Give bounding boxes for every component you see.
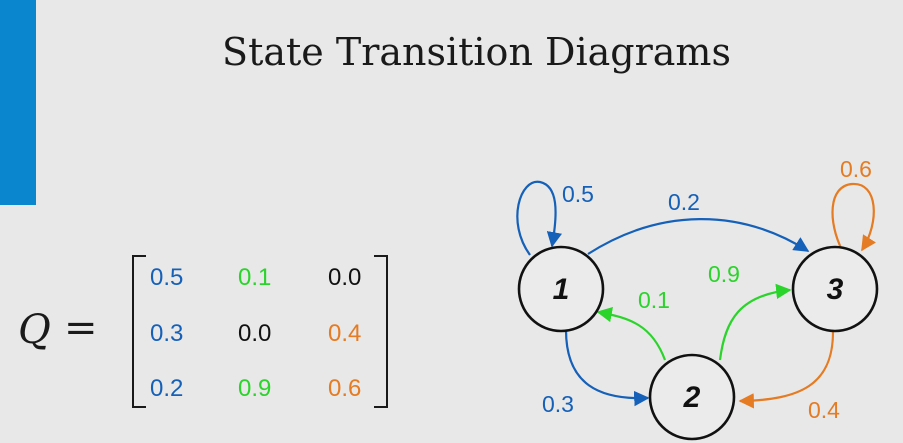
matrix-cell-r1c2: 0.1 bbox=[238, 264, 271, 291]
matrix-cell-r3c3: 0.6 bbox=[328, 375, 361, 402]
page-title: State Transition Diagrams bbox=[222, 30, 731, 74]
edge-label-1-3: 0.2 bbox=[668, 189, 700, 215]
edge-2-3 bbox=[718, 283, 792, 361]
edge-label-1-2: 0.3 bbox=[542, 391, 574, 417]
edge-2-1 bbox=[596, 306, 667, 361]
edge-label-3-2: 0.4 bbox=[808, 397, 840, 423]
node-3-label: 3 bbox=[827, 273, 844, 306]
matrix-symbol: Q bbox=[18, 307, 51, 353]
matrix-cell-r2c1: 0.3 bbox=[150, 320, 183, 347]
matrix-cell-r1c1: 0.5 bbox=[150, 264, 183, 291]
edge-label-2-1: 0.1 bbox=[638, 287, 670, 313]
edge-1-3 bbox=[587, 218, 810, 255]
edge-label-1-1: 0.5 bbox=[562, 181, 594, 207]
node-3: 3 bbox=[791, 245, 879, 333]
matrix-right-bracket bbox=[374, 255, 388, 408]
matrix-cell-r2c3: 0.4 bbox=[328, 320, 361, 347]
edge-1-1 bbox=[516, 180, 562, 256]
matrix-cell-r3c2: 0.9 bbox=[238, 375, 271, 402]
matrix-cell-r3c1: 0.2 bbox=[150, 375, 183, 402]
node-1-label: 1 bbox=[553, 273, 570, 306]
edge-3-2 bbox=[738, 331, 835, 409]
node-2-label: 2 bbox=[683, 381, 701, 414]
edge-1-2 bbox=[564, 329, 650, 407]
accent-bar bbox=[0, 0, 36, 205]
matrix-cell-r2c2: 0.0 bbox=[238, 320, 271, 347]
matrix-equals: = bbox=[64, 305, 98, 351]
node-1: 1 bbox=[517, 245, 605, 333]
edge-label-2-3: 0.9 bbox=[708, 261, 740, 287]
matrix-left-bracket bbox=[132, 255, 146, 408]
edge-label-3-3: 0.6 bbox=[840, 156, 872, 182]
node-2: 2 bbox=[648, 353, 736, 441]
edge-3-3 bbox=[831, 182, 876, 252]
matrix-cell-r1c3: 0.0 bbox=[328, 264, 361, 291]
